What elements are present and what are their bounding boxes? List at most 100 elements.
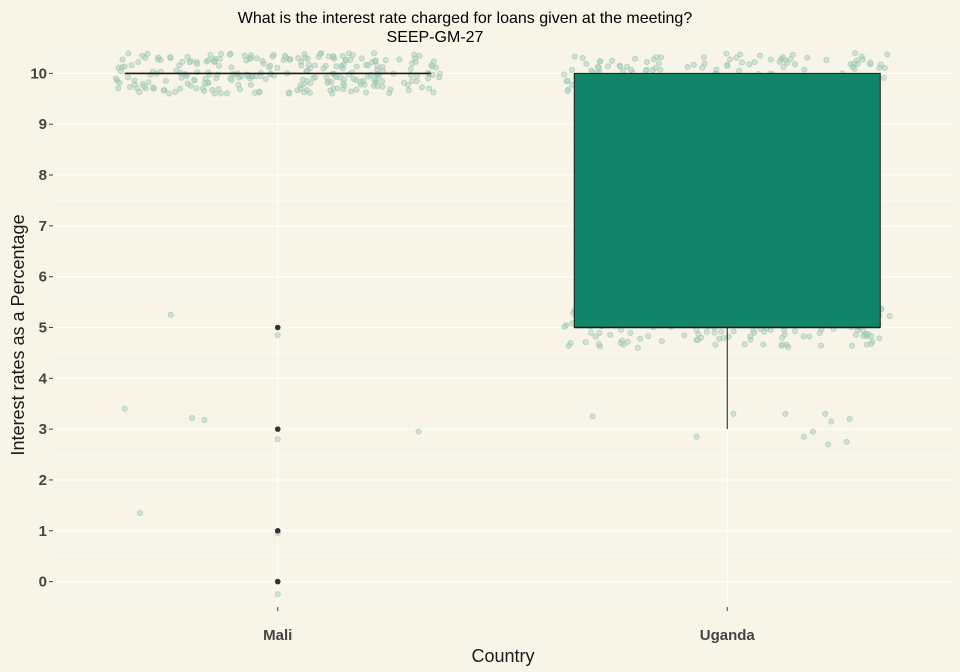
data-point xyxy=(209,87,216,94)
data-point xyxy=(783,341,790,348)
data-point xyxy=(416,52,423,59)
data-point xyxy=(127,84,134,91)
data-point xyxy=(274,591,281,598)
data-point xyxy=(426,85,433,92)
y-axis: 0 1 2 3 4 5 6 7 8 9 10 xyxy=(30,65,53,591)
x-tick-label-mali: Mali xyxy=(263,627,292,644)
data-point xyxy=(207,51,214,58)
data-point xyxy=(348,88,355,95)
data-point xyxy=(183,73,190,80)
data-point xyxy=(396,56,403,63)
data-point xyxy=(193,58,200,65)
data-point xyxy=(733,54,740,61)
data-point xyxy=(725,333,732,340)
data-point xyxy=(364,62,371,69)
data-point xyxy=(828,418,835,425)
data-point xyxy=(430,58,437,65)
data-point xyxy=(256,89,263,96)
data-point xyxy=(145,79,152,86)
data-point xyxy=(624,338,631,345)
data-point xyxy=(178,74,185,81)
data-point xyxy=(436,74,443,81)
data-point xyxy=(650,56,657,63)
data-point xyxy=(172,89,179,96)
y-tick-label: 9 xyxy=(39,116,47,133)
data-point xyxy=(876,335,883,342)
data-point xyxy=(700,54,707,61)
data-point xyxy=(350,75,357,82)
data-point xyxy=(412,58,419,65)
data-point xyxy=(425,75,432,82)
data-point xyxy=(596,58,603,65)
data-point xyxy=(201,87,208,94)
data-point xyxy=(187,82,194,89)
data-point xyxy=(238,73,245,80)
data-point xyxy=(327,87,334,94)
data-point xyxy=(371,76,378,83)
data-point xyxy=(353,86,360,93)
data-point xyxy=(751,329,758,336)
data-point xyxy=(859,56,866,63)
data-point xyxy=(561,71,568,78)
y-tick-label: 7 xyxy=(39,218,47,235)
data-point xyxy=(125,74,132,81)
data-point xyxy=(760,341,767,348)
data-point xyxy=(419,84,426,91)
y-tick-label: 6 xyxy=(39,269,47,286)
data-point xyxy=(330,52,337,59)
data-point xyxy=(595,341,602,348)
data-point xyxy=(341,82,348,89)
data-point xyxy=(144,50,151,57)
data-point xyxy=(561,323,568,330)
y-tick-label: 3 xyxy=(39,421,47,438)
data-point xyxy=(589,413,596,420)
data-point xyxy=(374,83,381,90)
data-point xyxy=(747,336,754,343)
data-point xyxy=(736,67,743,74)
data-point xyxy=(642,67,649,74)
y-axis-title: Interest rates as a Percentage xyxy=(8,214,28,455)
data-point xyxy=(119,56,126,63)
data-point xyxy=(281,52,288,59)
data-point xyxy=(637,335,644,342)
data-point xyxy=(346,71,353,78)
data-point xyxy=(128,62,135,69)
data-point xyxy=(302,54,309,61)
data-point xyxy=(166,90,173,97)
data-point xyxy=(317,50,324,57)
data-point xyxy=(333,74,340,81)
data-point xyxy=(306,89,313,96)
data-point xyxy=(360,77,367,84)
data-point xyxy=(358,55,365,62)
data-point xyxy=(846,415,853,422)
data-point xyxy=(627,329,634,336)
data-point xyxy=(413,77,420,84)
data-point xyxy=(645,333,652,340)
data-point xyxy=(684,64,691,71)
data-point xyxy=(274,436,281,443)
data-point xyxy=(167,54,174,61)
data-point xyxy=(311,62,318,69)
data-point xyxy=(141,83,148,90)
data-point xyxy=(205,57,212,64)
data-point xyxy=(353,63,360,70)
data-point xyxy=(881,64,888,71)
data-point xyxy=(247,81,254,88)
data-point xyxy=(681,332,688,339)
data-point xyxy=(806,333,813,340)
data-point xyxy=(564,88,571,95)
data-point xyxy=(852,50,859,57)
y-tick-label: 0 xyxy=(39,574,47,591)
data-point xyxy=(847,61,854,68)
y-tick-label: 4 xyxy=(39,370,48,387)
data-point xyxy=(628,66,635,73)
data-point xyxy=(609,57,616,64)
data-point xyxy=(884,51,891,58)
y-tick-label: 2 xyxy=(39,472,47,489)
data-point xyxy=(312,74,319,81)
data-point xyxy=(364,73,371,80)
data-point xyxy=(596,329,603,336)
data-point xyxy=(730,328,737,335)
data-point xyxy=(176,62,183,69)
data-point xyxy=(217,90,224,97)
